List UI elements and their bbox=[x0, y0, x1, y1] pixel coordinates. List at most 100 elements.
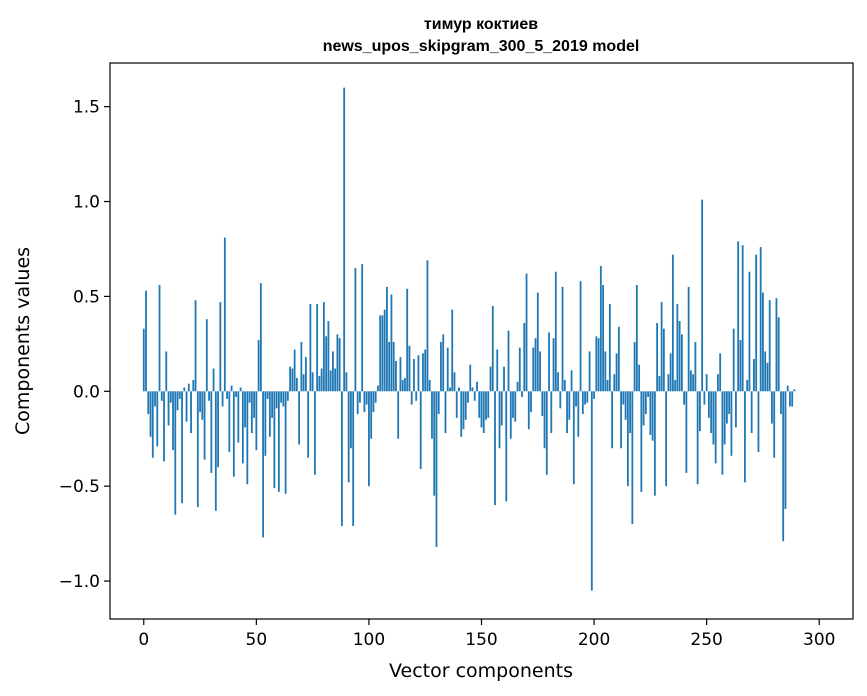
bar bbox=[692, 374, 695, 392]
x-tick-label: 100 bbox=[353, 630, 385, 650]
bar bbox=[221, 391, 224, 407]
bar bbox=[433, 391, 436, 496]
bar bbox=[482, 391, 485, 434]
bar bbox=[694, 341, 697, 392]
chart-title-line1: тимур коктиев bbox=[424, 16, 538, 33]
bar bbox=[167, 391, 170, 426]
bar bbox=[505, 391, 508, 502]
bar bbox=[379, 315, 382, 392]
bar bbox=[631, 391, 634, 525]
bar bbox=[777, 317, 780, 392]
bar bbox=[435, 391, 438, 547]
bar bbox=[185, 391, 188, 422]
bar bbox=[644, 391, 647, 415]
bar bbox=[453, 372, 456, 392]
x-tick-label: 150 bbox=[465, 630, 497, 650]
bar bbox=[766, 362, 769, 392]
bar bbox=[512, 391, 514, 418]
bar bbox=[201, 391, 204, 420]
bar bbox=[241, 391, 244, 464]
bars-group bbox=[142, 87, 796, 591]
bar bbox=[199, 391, 201, 413]
bar bbox=[550, 391, 553, 434]
bar bbox=[599, 266, 602, 392]
bar bbox=[728, 391, 731, 415]
bar bbox=[388, 341, 391, 392]
bar bbox=[635, 285, 638, 392]
bar bbox=[350, 391, 352, 449]
bar bbox=[467, 391, 469, 403]
bar bbox=[169, 391, 172, 403]
bar bbox=[266, 391, 269, 399]
bar bbox=[658, 376, 661, 392]
bar bbox=[514, 391, 517, 422]
bar bbox=[741, 245, 744, 392]
bar bbox=[444, 391, 447, 434]
x-axis-ticks: 0 50 100 150 200 250 300 bbox=[138, 619, 835, 650]
bar bbox=[543, 391, 546, 449]
bar bbox=[581, 391, 584, 415]
bar bbox=[341, 391, 343, 527]
bar bbox=[473, 391, 476, 401]
bar bbox=[219, 302, 222, 392]
plot-frame bbox=[109, 62, 854, 620]
bar bbox=[485, 391, 487, 420]
bar bbox=[552, 338, 555, 392]
bar bbox=[669, 353, 672, 392]
chart-title-line2: news_upos_skipgram_300_5_2019 model bbox=[323, 38, 640, 55]
bar bbox=[611, 391, 613, 449]
bar bbox=[154, 391, 156, 407]
bar bbox=[311, 372, 314, 392]
bar bbox=[617, 326, 620, 392]
bar bbox=[687, 286, 690, 392]
bar bbox=[286, 391, 289, 401]
bar bbox=[615, 353, 618, 392]
bar bbox=[381, 315, 384, 392]
bar bbox=[606, 379, 609, 392]
bar bbox=[755, 254, 758, 392]
bar bbox=[703, 391, 706, 405]
bar bbox=[622, 391, 625, 405]
bar bbox=[518, 347, 521, 392]
bar bbox=[165, 351, 168, 392]
x-axis-label: Vector components bbox=[389, 660, 573, 682]
bar bbox=[503, 366, 505, 392]
bar bbox=[232, 391, 235, 477]
bar bbox=[559, 391, 562, 409]
bar bbox=[440, 341, 442, 392]
bar bbox=[608, 304, 611, 392]
y-tick-label: 1.0 bbox=[73, 193, 100, 213]
bar bbox=[293, 349, 296, 392]
bar bbox=[523, 322, 526, 392]
bar bbox=[192, 379, 195, 392]
bar bbox=[462, 391, 465, 430]
bar bbox=[156, 391, 159, 447]
bar bbox=[419, 391, 422, 470]
bar bbox=[431, 391, 433, 439]
bar bbox=[368, 391, 370, 487]
bar bbox=[282, 391, 285, 407]
bar bbox=[750, 391, 753, 434]
bar bbox=[187, 383, 190, 392]
bar bbox=[489, 366, 492, 392]
bar bbox=[491, 305, 494, 392]
bar bbox=[671, 254, 674, 392]
bar bbox=[701, 199, 704, 392]
bar bbox=[554, 271, 557, 392]
bar bbox=[163, 391, 165, 462]
bar bbox=[712, 391, 715, 445]
bar bbox=[271, 391, 274, 418]
bar bbox=[183, 387, 186, 392]
bar bbox=[268, 391, 271, 437]
bar bbox=[649, 391, 652, 435]
bar bbox=[705, 374, 708, 392]
bar bbox=[773, 391, 776, 458]
bar bbox=[613, 374, 616, 392]
y-tick-label: 1.5 bbox=[73, 98, 100, 118]
bar bbox=[730, 391, 733, 456]
bar bbox=[181, 391, 183, 504]
bar bbox=[356, 391, 359, 415]
bar bbox=[172, 391, 174, 451]
bar bbox=[322, 302, 325, 392]
